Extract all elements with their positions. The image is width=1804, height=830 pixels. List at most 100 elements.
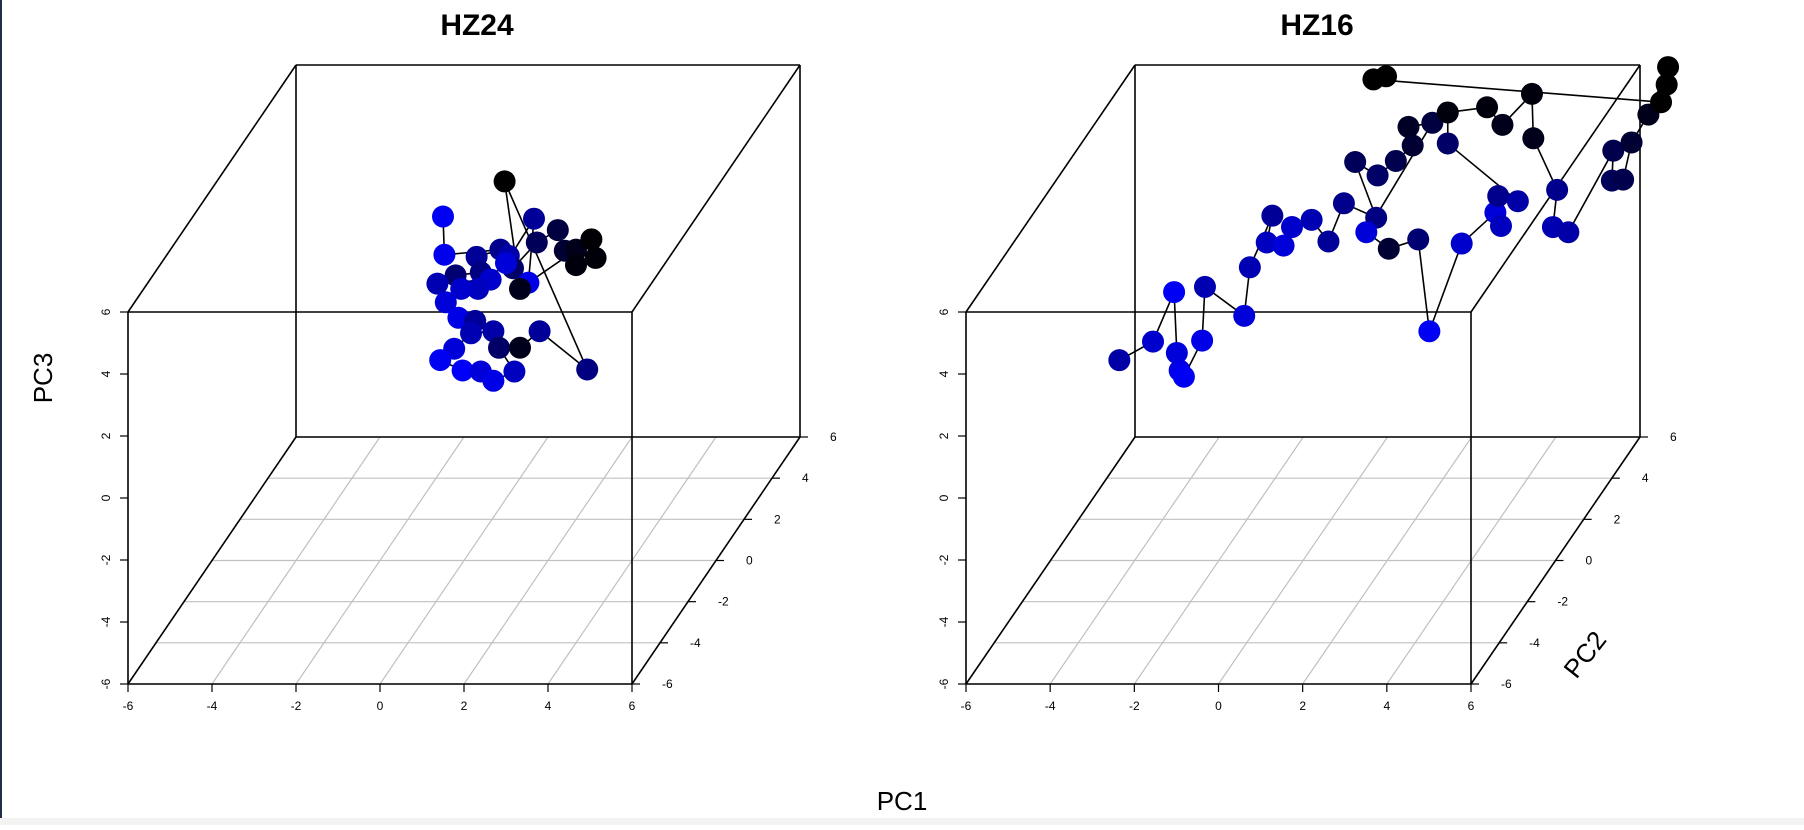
data-point bbox=[526, 231, 548, 253]
data-point bbox=[1507, 190, 1529, 212]
z-axis-label: PC3 bbox=[28, 353, 58, 404]
data-point bbox=[429, 349, 451, 371]
data-point bbox=[547, 219, 569, 241]
data-point bbox=[494, 170, 516, 192]
data-point bbox=[488, 337, 510, 359]
data-point bbox=[1476, 96, 1498, 118]
box-edge bbox=[632, 65, 800, 312]
data-point bbox=[1491, 114, 1513, 136]
z-tick-label: 0 bbox=[99, 494, 113, 501]
data-point bbox=[1108, 349, 1130, 371]
data-point bbox=[1650, 91, 1672, 113]
data-point bbox=[1557, 221, 1579, 243]
x-tick-label: 0 bbox=[377, 699, 384, 713]
data-point bbox=[576, 358, 598, 380]
data-point bbox=[1317, 231, 1339, 253]
connector-line bbox=[1429, 244, 1461, 332]
data-point bbox=[495, 252, 517, 274]
z-tick-label: 4 bbox=[99, 370, 113, 377]
data-point bbox=[1173, 366, 1195, 388]
data-point bbox=[1261, 205, 1283, 227]
data-point bbox=[1407, 228, 1429, 250]
data-point bbox=[482, 370, 504, 392]
data-point bbox=[529, 320, 551, 342]
data-point bbox=[1612, 169, 1634, 191]
y-tick-label: 4 bbox=[802, 471, 809, 485]
box-edge bbox=[966, 65, 1135, 312]
data-point bbox=[1437, 101, 1459, 123]
data-point bbox=[1487, 185, 1509, 207]
figure-x-axis-label: PC1 bbox=[877, 786, 928, 816]
data-point bbox=[1333, 192, 1355, 214]
y-tick-label: 2 bbox=[774, 512, 781, 526]
data-point bbox=[1385, 150, 1407, 172]
box-edge bbox=[128, 65, 296, 312]
window-edge bbox=[0, 0, 2, 825]
z-tick-label: 6 bbox=[99, 308, 113, 315]
x-tick-label: -4 bbox=[1045, 699, 1056, 713]
y-tick-label: -6 bbox=[662, 677, 673, 691]
y-tick-label: -2 bbox=[718, 595, 729, 609]
x-tick-label: 6 bbox=[629, 699, 636, 713]
z-tick-label: -6 bbox=[99, 678, 113, 689]
z-tick-label: 2 bbox=[99, 432, 113, 439]
x-tick-label: -2 bbox=[291, 699, 302, 713]
y-tick-label: 6 bbox=[1670, 430, 1677, 444]
y-tick-label: 0 bbox=[1586, 554, 1593, 568]
connector-line bbox=[1568, 151, 1613, 233]
x-tick-label: 6 bbox=[1468, 699, 1475, 713]
z-tick-label: -4 bbox=[937, 616, 951, 627]
x-tick-label: 0 bbox=[1215, 699, 1222, 713]
y-tick-label: -4 bbox=[1529, 636, 1540, 650]
data-point bbox=[432, 206, 454, 228]
data-point bbox=[1621, 131, 1643, 153]
x-tick-label: -2 bbox=[1129, 699, 1140, 713]
data-point bbox=[565, 254, 587, 276]
data-point bbox=[1163, 281, 1185, 303]
data-point bbox=[1522, 127, 1544, 149]
data-point bbox=[509, 337, 531, 359]
data-point bbox=[1451, 233, 1473, 255]
data-point bbox=[1490, 215, 1512, 237]
z-tick-label: -6 bbox=[937, 678, 951, 689]
data-point bbox=[1521, 83, 1543, 105]
data-point bbox=[1397, 116, 1419, 138]
y-tick-label: -6 bbox=[1501, 677, 1512, 691]
bottom-strip bbox=[0, 818, 1804, 825]
data-point bbox=[1281, 216, 1303, 238]
data-point bbox=[523, 208, 545, 230]
z-tick-label: -2 bbox=[937, 554, 951, 565]
connector-line bbox=[1373, 79, 1661, 102]
data-point bbox=[1194, 276, 1216, 298]
data-point bbox=[1546, 179, 1568, 201]
y-axis-label: PC2 bbox=[1558, 625, 1613, 683]
y-tick-label: 6 bbox=[830, 430, 837, 444]
data-point bbox=[1239, 256, 1261, 278]
z-tick-label: -4 bbox=[99, 616, 113, 627]
data-point bbox=[1191, 330, 1213, 352]
data-point bbox=[1344, 151, 1366, 173]
x-tick-label: -6 bbox=[123, 699, 134, 713]
data-point bbox=[1437, 132, 1459, 154]
z-tick-label: 6 bbox=[937, 308, 951, 315]
x-tick-label: -6 bbox=[961, 699, 972, 713]
data-point bbox=[1402, 135, 1424, 157]
data-point bbox=[1378, 238, 1400, 260]
data-point bbox=[1418, 320, 1440, 342]
data-point bbox=[433, 244, 455, 266]
data-point bbox=[1233, 305, 1255, 327]
z-tick-label: 4 bbox=[937, 370, 951, 377]
x-tick-label: 2 bbox=[461, 699, 468, 713]
x-tick-label: 2 bbox=[1299, 699, 1306, 713]
y-tick-label: -2 bbox=[1557, 595, 1568, 609]
z-tick-label: 0 bbox=[937, 494, 951, 501]
z-tick-label: -2 bbox=[99, 554, 113, 565]
data-point bbox=[585, 247, 607, 269]
data-point bbox=[460, 322, 482, 344]
data-point bbox=[1367, 164, 1389, 186]
data-point bbox=[503, 361, 525, 383]
